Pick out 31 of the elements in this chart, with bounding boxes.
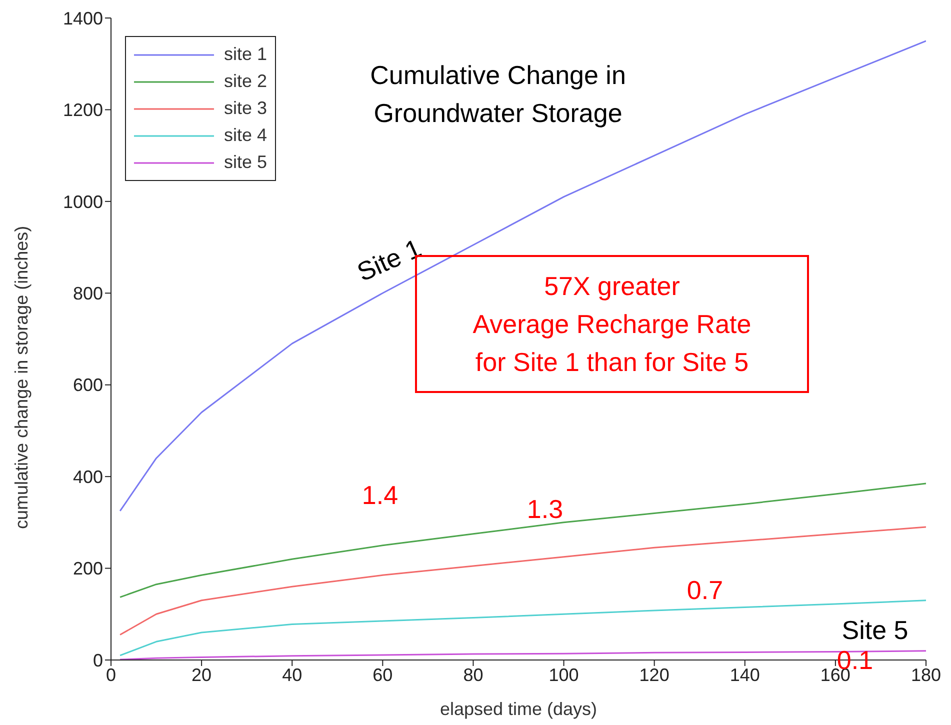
x-tick-label: 180 — [910, 664, 942, 685]
text: Cumulative Change in Groundwater Storage — [369, 59, 627, 130]
legend-label: site 4 — [224, 125, 268, 146]
legend-label: site 2 — [224, 71, 268, 92]
y-tick-label: 400 — [72, 466, 103, 487]
y-tick-label: 0 — [92, 650, 103, 670]
annotation: 57X greater Average Recharge Rate for Site 1 than for Site 5 — [472, 271, 752, 379]
legend-label: site 5 — [224, 152, 268, 173]
legend-label: site 3 — [224, 98, 268, 119]
y-axis-title: cumulative change in storage (inches) — [11, 226, 32, 529]
x-tick-label: 0 — [106, 664, 116, 685]
y-tick-label: 200 — [72, 558, 103, 579]
x-axis-title: elapsed time (days) — [440, 699, 598, 719]
annotation: 1.4 — [362, 480, 398, 510]
annotation: 0.7 — [686, 574, 724, 605]
line-series — [119, 482, 926, 598]
x-tick-label: 20 — [192, 664, 212, 685]
x-tick-label: 60 — [372, 664, 393, 685]
y-tick-label: 600 — [72, 375, 103, 396]
x-tick-label: 40 — [282, 664, 302, 685]
annotation: 1.3 — [526, 494, 564, 524]
x-tick-label: 140 — [730, 664, 760, 685]
x-tick-label: 120 — [639, 664, 670, 685]
y-tick-label: 1000 — [62, 192, 103, 212]
x-tick-label: 80 — [463, 664, 484, 685]
annotation: Site 5 — [842, 614, 908, 645]
legend-label: site 1 — [224, 44, 268, 65]
x-tick-label: 100 — [548, 664, 579, 685]
y-tick-label: 1400 — [62, 8, 103, 28]
y-tick-label: 1200 — [62, 100, 103, 120]
y-tick-label: 800 — [72, 284, 103, 304]
